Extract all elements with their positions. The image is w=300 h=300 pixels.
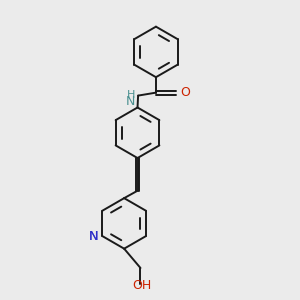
Text: OH: OH xyxy=(132,279,152,292)
Text: H: H xyxy=(127,90,135,100)
Text: O: O xyxy=(180,86,190,99)
Text: N: N xyxy=(88,230,98,242)
Text: N: N xyxy=(89,230,98,242)
Text: N: N xyxy=(126,95,135,108)
